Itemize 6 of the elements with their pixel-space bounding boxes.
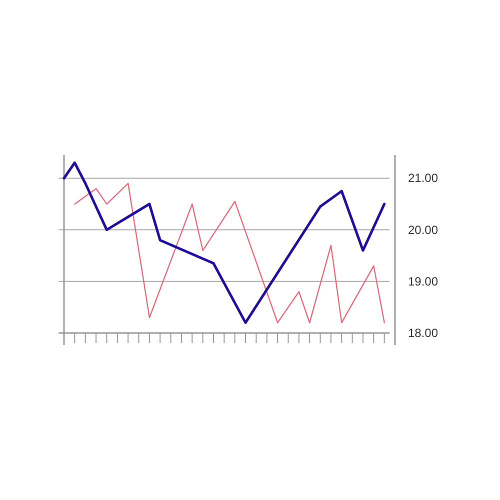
- line-series: [74, 182, 385, 324]
- y-tick-label: 19.00: [408, 274, 438, 288]
- y-tick-label: 21.00: [408, 171, 438, 186]
- y-tick-label: 20.00: [408, 222, 438, 237]
- line-series: [62, 161, 386, 324]
- y-tick-label: 18.00: [408, 326, 438, 340]
